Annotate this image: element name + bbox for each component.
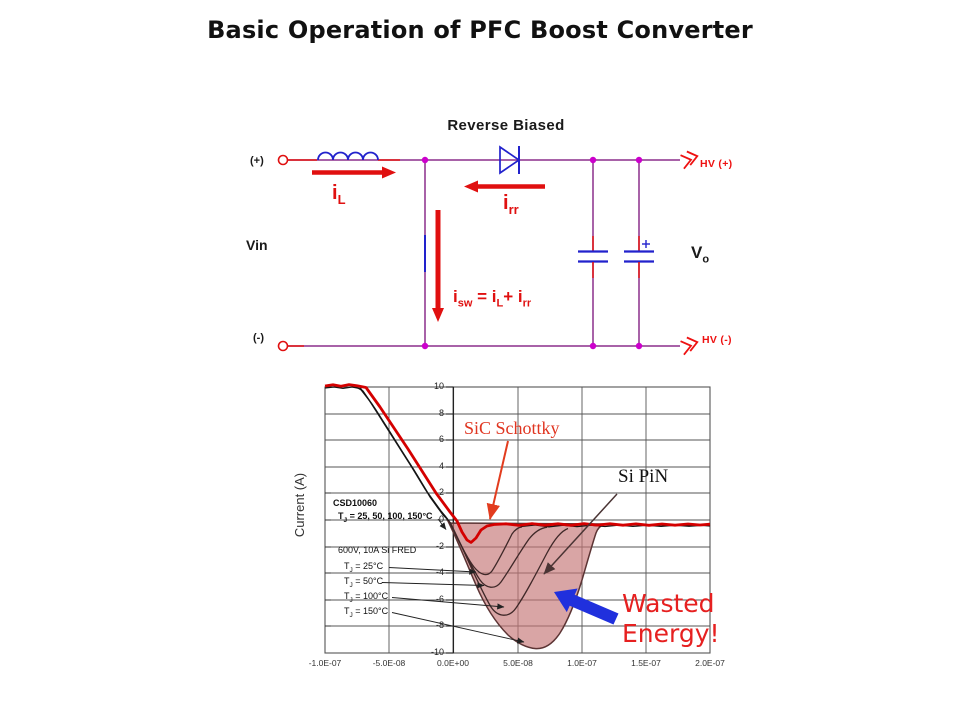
output-capacitor-2 (624, 160, 654, 346)
irr-current-label: irr (503, 192, 519, 217)
y-tick-label: -6 (435, 594, 444, 604)
y-tick-label: 8 (438, 408, 444, 418)
y-axis-title: Current (A) (292, 472, 307, 538)
boost-diode-symbol (499, 145, 521, 175)
left-border-ticks (325, 492, 331, 627)
legend-si-temp-25: TJ = 25°C (344, 561, 384, 574)
slide-title: Basic Operation of PFC Boost Converter (207, 16, 753, 44)
x-tick-label: 1.0E-07 (567, 658, 597, 668)
minus-terminal-node (277, 340, 289, 352)
x-tick-label: 1.5E-07 (631, 658, 661, 668)
si-pin-curve-descent (324, 385, 450, 522)
minus-terminal-label: (-) (253, 332, 264, 344)
boost-circuit-diagram (277, 145, 699, 356)
vin-label: Vin (246, 237, 268, 253)
y-tick-label: -10 (430, 647, 444, 657)
junction-dots (421, 156, 643, 350)
inductor-symbol (317, 151, 379, 161)
y-tick-label: 2 (438, 487, 444, 497)
hv-plus-label: HV (+) (700, 158, 733, 170)
x-tick-label: -1.0E-07 (308, 658, 342, 668)
plus-terminal-node (277, 154, 289, 166)
si-pin-hook-100c (449, 521, 569, 616)
legend-arrow-100c (391, 597, 505, 610)
reverse-recovery-chart (324, 383, 711, 654)
wasted-energy-arrow (554, 588, 619, 625)
si-pin-hook-50c (448, 520, 548, 588)
hv-minus-chevron (680, 336, 699, 356)
y-tick-label: 10 (433, 381, 444, 391)
legend-si-temp-100: TJ = 100°C (344, 591, 389, 604)
reverse-biased-label: Reverse Biased (447, 117, 565, 134)
legend-si-temp-50: TJ = 50°C (344, 576, 384, 589)
sic-annotation-arrow (486, 440, 509, 520)
legend-si-part: 600V, 10A Si FRED (338, 545, 417, 555)
x-tick-label: 0.0E+00 (437, 658, 469, 668)
legend-leader-arrows (381, 518, 525, 644)
x-tick-label: -5.0E-08 (372, 658, 406, 668)
si-pin-annotation: Si PiN (618, 466, 669, 487)
sic-schottky-annotation: SiC Schottky (464, 418, 560, 438)
il-current-label: iL (332, 182, 346, 207)
il-arrow (312, 166, 396, 179)
irr-arrow (464, 180, 545, 193)
legend-arrow-50c (381, 582, 485, 589)
legend-arrow-csd10060 (437, 518, 447, 530)
y-tick-label: 0 (438, 514, 444, 524)
y-tick-label: 4 (438, 461, 444, 471)
plus-terminal-label: (+) (250, 155, 264, 167)
legend-si-temp-150: TJ = 150°C (344, 606, 389, 619)
vo-label: Vo (691, 243, 710, 266)
wasted-energy-region (446, 518, 605, 650)
hv-minus-label: HV (-) (702, 334, 732, 346)
si-pin-annotation-arrow (543, 493, 618, 575)
wasted-energy-label-line1: Wasted (622, 589, 715, 618)
x-tick-label: 5.0E-08 (503, 658, 533, 668)
sic-schottky-curve (324, 383, 711, 544)
y-tick-label: 6 (438, 434, 444, 444)
y-axis (446, 386, 455, 654)
legend-sic-part: CSD10060 (333, 498, 378, 508)
output-capacitor-1 (578, 160, 608, 346)
legend-arrow-150c (391, 612, 525, 644)
legend-sic-temps: TJ = 25, 50, 100, 150°C (338, 511, 433, 524)
isw-arrow (432, 210, 444, 322)
isw-equation-label: isw = iL+ irr (453, 287, 532, 310)
hv-plus-chevron (680, 150, 699, 170)
x-tick-label: 2.0E-07 (695, 658, 725, 668)
capacitor-polarity-plus (642, 240, 650, 248)
legend-arrow-25c (388, 567, 477, 575)
wasted-energy-label-line2: Energy! (622, 619, 720, 648)
si-pin-recovery-hooks (448, 520, 569, 616)
y-tick-label: -8 (435, 620, 444, 630)
y-tick-label: -2 (435, 541, 444, 551)
y-tick-label: -4 (435, 567, 444, 577)
